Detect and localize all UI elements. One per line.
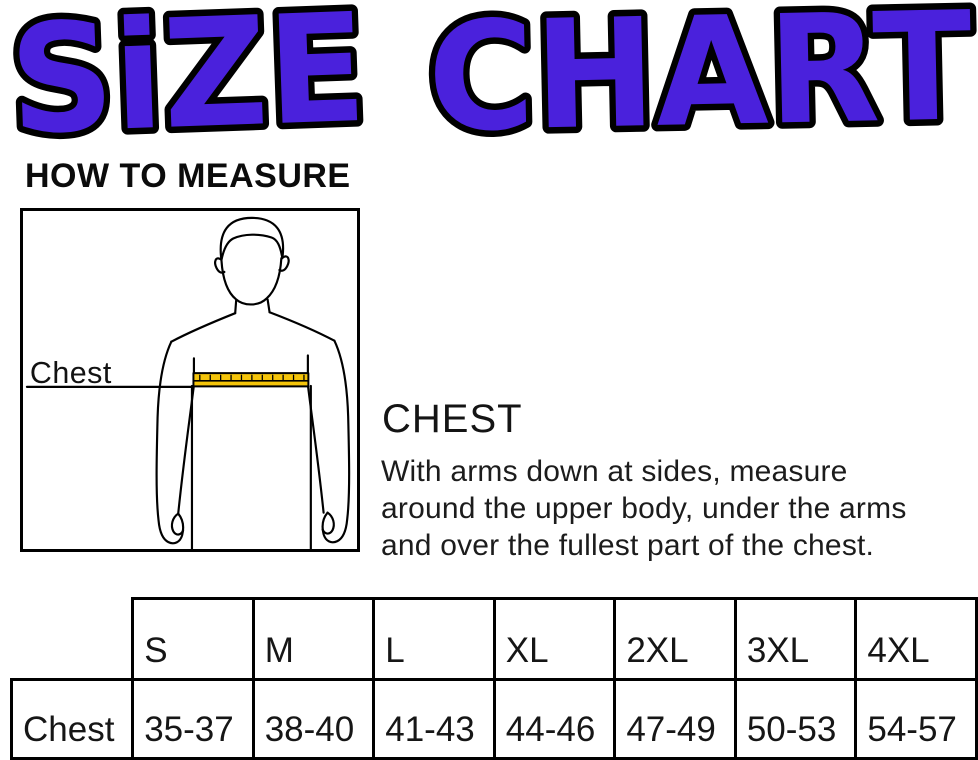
size-col-header-2xl: 2XL <box>613 597 737 681</box>
tape-measure-ticks <box>199 374 305 381</box>
tape-measure-band <box>192 372 310 388</box>
figure-arm-right <box>321 339 351 544</box>
figure-armpit-lines <box>192 354 309 375</box>
size-col-header-xl: XL <box>492 597 617 681</box>
figure-thumb-left <box>170 512 185 536</box>
instruction-line-3: and over the fullest part of the chest. <box>381 529 875 562</box>
figure-arm-left <box>155 340 185 545</box>
size-col-header-s: S <box>131 597 255 681</box>
size-table-corner-cell <box>12 599 133 680</box>
chest-value-s: 35-37 <box>131 678 255 760</box>
instruction-line-1: With arms down at sides, measure <box>381 455 848 488</box>
figure-thumb-right <box>321 511 335 535</box>
size-table-header-row: S M L XL 2XL 3XL 4XL <box>12 597 978 681</box>
size-chart-title: SiZE CHART <box>1 0 978 152</box>
title-word-size: SiZE <box>7 0 369 152</box>
figure-face <box>220 257 283 306</box>
title-word-chart: CHART <box>426 0 974 152</box>
figure-chest-label: Chest <box>30 356 112 390</box>
size-col-header-3xl: 3XL <box>733 597 858 681</box>
figure-ear-right <box>278 255 290 272</box>
torso-measurement-diagram: Chest <box>25 216 351 549</box>
instruction-line-2: around the upper body, under the arms <box>381 492 907 525</box>
measurement-figure-box: Chest <box>20 208 360 552</box>
figure-arm-right-inner <box>306 383 325 514</box>
row-header-chest: Chest <box>9 678 135 760</box>
chest-value-m: 38-40 <box>251 678 376 760</box>
chest-section-heading: CHEST <box>382 397 523 441</box>
chest-value-l: 41-43 <box>372 678 496 760</box>
size-table: S M L XL 2XL 3XL 4XL Chest 35-37 38-40 4… <box>9 597 978 760</box>
figure-neck <box>234 298 271 315</box>
size-col-header-m: M <box>251 597 376 681</box>
chest-instructions: With arms down at sides, measure around … <box>381 453 907 564</box>
chest-value-2xl: 47-49 <box>613 678 737 760</box>
size-table-chest-row: Chest 35-37 38-40 41-43 44-46 47-49 50-5… <box>9 678 978 760</box>
size-col-header-l: L <box>372 597 496 681</box>
size-col-header-4xl: 4XL <box>854 597 978 681</box>
figure-torso-sides <box>190 384 312 549</box>
chest-value-4xl: 54-57 <box>854 678 978 760</box>
figure-shoulders <box>170 311 336 343</box>
how-to-measure-heading: HOW TO MEASURE <box>25 157 351 195</box>
tape-measure <box>192 372 310 388</box>
figure-hair <box>219 216 285 262</box>
chest-value-3xl: 50-53 <box>733 678 858 760</box>
chest-value-xl: 44-46 <box>492 678 617 760</box>
